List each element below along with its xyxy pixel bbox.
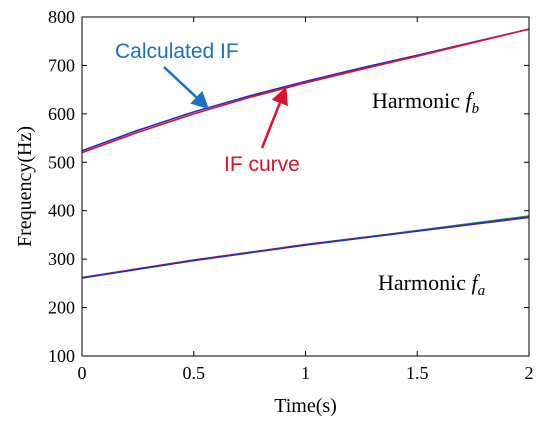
series-line-1 [81,28,530,154]
series-layer [81,28,530,279]
calculated-if-arrow [163,66,210,110]
harmonic-fa-text: Harmonic [378,270,471,295]
x-tick-label: 2 [525,363,534,383]
harmonic-fb-label: Harmonic fb [372,88,480,117]
y-tick-label: 800 [48,7,75,27]
y-tick-label: 700 [48,55,75,75]
harmonic-fa-symbol: f [471,270,480,295]
y-tick-label: 500 [48,152,75,172]
calculated-if-label: Calculated IF [115,40,239,63]
harmonic-fa-subscript: a [478,283,486,299]
y-tick-label: 600 [48,104,75,124]
x-axis-label: Time(s) [274,395,337,417]
harmonic-fb-text: Harmonic [372,88,465,113]
if-curve-label: IF curve [224,153,300,176]
x-tick-label: 1 [301,363,310,383]
x-tick-label: 1.5 [406,363,429,383]
y-axis-label: Frequency(Hz) [14,126,36,247]
harmonic-fa-label: Harmonic fa [378,270,485,299]
tick-layer: 0 0.5 1 1.5 2 100 200 300 400 500 600 700 800 [48,7,534,383]
plot-frame [81,16,530,357]
harmonic-fb-subscript: b [472,101,480,117]
series-line-4 [81,216,530,279]
harmonic-fb-symbol: f [465,88,474,113]
y-tick-label: 200 [48,298,75,318]
annotation-layer: Calculated IF IF curve Harmonic fb Harmo… [115,40,485,299]
y-tick-label: 400 [48,201,75,221]
x-tick-label: 0.5 [183,363,206,383]
series-line-3 [81,216,530,279]
x-tick-label: 0 [78,363,87,383]
y-tick-label: 300 [48,249,75,269]
y-tick-label: 100 [48,346,75,366]
if-curve-arrow [260,86,288,149]
